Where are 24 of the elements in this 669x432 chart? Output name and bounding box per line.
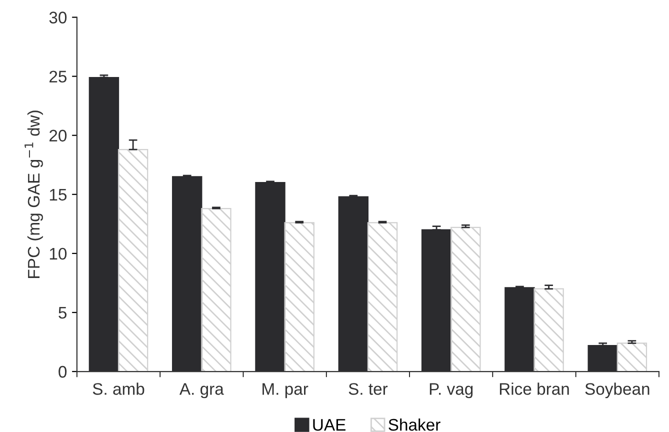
- y-tick-label: 5: [58, 307, 67, 319]
- y-tick-label: 15: [50, 188, 67, 201]
- bar: [201, 208, 232, 372]
- y-tick-label: 30: [49, 12, 67, 24]
- bar: [450, 226, 481, 372]
- legend-label: Shaker: [388, 418, 440, 431]
- y-tick-label: 0: [58, 366, 67, 378]
- bar: [284, 222, 314, 372]
- bar: [534, 288, 564, 372]
- bar: [367, 222, 398, 372]
- x-tick-label: S. amb: [92, 382, 144, 395]
- x-tick-label: P. vag: [430, 383, 473, 398]
- x-tick-label: S. ter: [348, 383, 388, 395]
- bar: [616, 342, 648, 372]
- x-tick-label: M. par: [262, 383, 308, 398]
- x-tick-label: Soybean: [585, 382, 650, 398]
- y-tick-label: 10: [50, 248, 67, 260]
- x-tick-label: A. gra: [179, 383, 224, 398]
- bar: [118, 148, 148, 372]
- legend-label: UAE: [313, 419, 346, 431]
- y-axis-title: FPC (mg GAE g$^{−1}$ dw): [24, 110, 43, 278]
- y-tick-label: 25: [50, 70, 67, 83]
- y-tick-label: 20: [50, 130, 67, 142]
- x-tick-label: Rice bran: [500, 382, 569, 395]
